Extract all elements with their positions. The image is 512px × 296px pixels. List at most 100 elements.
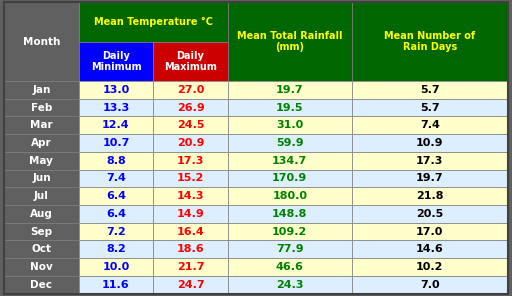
- Bar: [153, 152, 228, 170]
- Bar: [4, 276, 79, 294]
- Text: 18.6: 18.6: [177, 244, 204, 254]
- Text: 109.2: 109.2: [272, 227, 307, 237]
- Text: 17.3: 17.3: [416, 156, 443, 166]
- Text: Nov: Nov: [30, 262, 53, 272]
- Text: 20.9: 20.9: [177, 138, 204, 148]
- Text: 8.8: 8.8: [106, 156, 126, 166]
- Text: 6.4: 6.4: [106, 209, 126, 219]
- Text: 15.2: 15.2: [177, 173, 204, 184]
- Bar: [4, 170, 79, 187]
- Text: 19.5: 19.5: [276, 103, 304, 112]
- Bar: [79, 81, 153, 99]
- Bar: [352, 205, 508, 223]
- Bar: [228, 170, 352, 187]
- Bar: [352, 134, 508, 152]
- Text: Feb: Feb: [31, 103, 52, 112]
- Text: 5.7: 5.7: [420, 103, 440, 112]
- Bar: [79, 187, 153, 205]
- Text: 7.4: 7.4: [106, 173, 126, 184]
- Bar: [4, 223, 79, 240]
- Text: 13.0: 13.0: [102, 85, 130, 95]
- Text: 21.8: 21.8: [416, 191, 443, 201]
- Bar: [153, 81, 228, 99]
- Text: Jul: Jul: [34, 191, 49, 201]
- Bar: [352, 170, 508, 187]
- Bar: [79, 223, 153, 240]
- Bar: [79, 152, 153, 170]
- Text: Month: Month: [23, 37, 60, 47]
- Text: Jun: Jun: [32, 173, 51, 184]
- Bar: [352, 276, 508, 294]
- Bar: [228, 2, 352, 81]
- Text: 134.7: 134.7: [272, 156, 307, 166]
- Bar: [153, 134, 228, 152]
- Text: 148.8: 148.8: [272, 209, 307, 219]
- Text: 21.7: 21.7: [177, 262, 204, 272]
- Text: 10.9: 10.9: [416, 138, 443, 148]
- Bar: [352, 258, 508, 276]
- Bar: [228, 187, 352, 205]
- Bar: [352, 81, 508, 99]
- Bar: [228, 258, 352, 276]
- Text: 10.7: 10.7: [102, 138, 130, 148]
- Text: Mean Temperature °C: Mean Temperature °C: [94, 17, 212, 27]
- Text: 8.2: 8.2: [106, 244, 126, 254]
- Text: 14.9: 14.9: [177, 209, 204, 219]
- Bar: [153, 276, 228, 294]
- Text: 12.4: 12.4: [102, 120, 130, 130]
- Bar: [352, 223, 508, 240]
- Text: 10.2: 10.2: [416, 262, 443, 272]
- Bar: [352, 99, 508, 116]
- Bar: [153, 187, 228, 205]
- Text: Oct: Oct: [31, 244, 51, 254]
- Bar: [153, 170, 228, 187]
- Text: 16.4: 16.4: [177, 227, 204, 237]
- Text: Mar: Mar: [30, 120, 53, 130]
- Bar: [4, 116, 79, 134]
- Text: 5.7: 5.7: [420, 85, 440, 95]
- Text: 31.0: 31.0: [276, 120, 304, 130]
- Bar: [79, 99, 153, 116]
- Bar: [4, 240, 79, 258]
- Text: 170.9: 170.9: [272, 173, 307, 184]
- Bar: [153, 205, 228, 223]
- Bar: [352, 152, 508, 170]
- Bar: [228, 116, 352, 134]
- Text: 180.0: 180.0: [272, 191, 307, 201]
- Bar: [4, 99, 79, 116]
- Text: 11.6: 11.6: [102, 280, 130, 290]
- Bar: [4, 187, 79, 205]
- Bar: [153, 99, 228, 116]
- Bar: [4, 152, 79, 170]
- Text: Daily
Minimum: Daily Minimum: [91, 51, 141, 72]
- Bar: [79, 116, 153, 134]
- Text: 6.4: 6.4: [106, 191, 126, 201]
- Text: 13.3: 13.3: [102, 103, 130, 112]
- Text: Sep: Sep: [30, 227, 52, 237]
- Text: 17.3: 17.3: [177, 156, 204, 166]
- Text: 20.5: 20.5: [416, 209, 443, 219]
- Bar: [228, 205, 352, 223]
- Text: 19.7: 19.7: [276, 85, 304, 95]
- Text: Apr: Apr: [31, 138, 52, 148]
- Text: 27.0: 27.0: [177, 85, 204, 95]
- Text: Mean Number of
Rain Days: Mean Number of Rain Days: [384, 31, 475, 52]
- Bar: [228, 152, 352, 170]
- Text: 7.0: 7.0: [420, 280, 440, 290]
- Bar: [153, 116, 228, 134]
- Bar: [79, 2, 228, 42]
- Text: 14.3: 14.3: [177, 191, 204, 201]
- Text: 24.5: 24.5: [177, 120, 204, 130]
- Bar: [352, 240, 508, 258]
- Text: 7.4: 7.4: [420, 120, 440, 130]
- Text: Daily
Maximum: Daily Maximum: [164, 51, 217, 72]
- Text: 26.9: 26.9: [177, 103, 204, 112]
- Text: May: May: [30, 156, 53, 166]
- Bar: [228, 276, 352, 294]
- Bar: [352, 2, 508, 81]
- Text: Mean Total Rainfall
(mm): Mean Total Rainfall (mm): [237, 31, 343, 52]
- Text: Dec: Dec: [30, 280, 52, 290]
- Text: Aug: Aug: [30, 209, 53, 219]
- Text: 19.7: 19.7: [416, 173, 443, 184]
- Bar: [228, 240, 352, 258]
